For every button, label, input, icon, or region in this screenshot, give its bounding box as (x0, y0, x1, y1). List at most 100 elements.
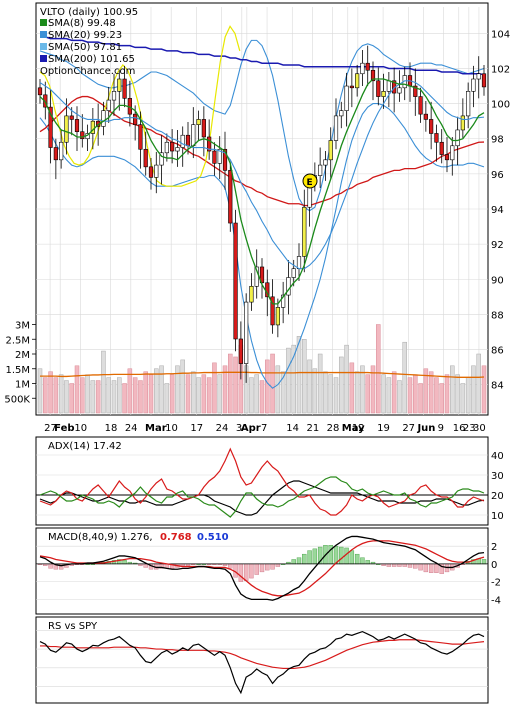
macd-histogram-bar (48, 563, 53, 569)
volume-bar (360, 365, 365, 414)
volume-bar (95, 380, 101, 414)
candle-body (376, 80, 381, 97)
adx-panel-frame (35, 436, 489, 526)
candle-body (217, 148, 222, 164)
price-tick-label: 104 (491, 29, 510, 40)
date-tick-label: 27 (44, 423, 57, 434)
volume-bar (80, 377, 85, 414)
volume-bar (85, 374, 90, 414)
volume-bar (402, 341, 407, 414)
candle-body (74, 119, 80, 133)
volume-bar (265, 359, 270, 414)
volume-bar (376, 324, 381, 414)
volume-bar (74, 365, 80, 414)
volume-bar (154, 368, 159, 414)
candle-body (365, 62, 370, 71)
macd-histogram-bar (254, 563, 259, 575)
adx-grid (36, 454, 488, 516)
volume-bar (291, 344, 296, 414)
macd-tick-label: -4 (491, 595, 501, 606)
volume-bar (317, 353, 323, 414)
date-tick-label: 27 (402, 423, 415, 434)
macd-histogram-bar (354, 553, 360, 565)
adx-tick-label: 30 (491, 471, 504, 482)
sma8-line (39, 78, 485, 305)
volume-tick-label: 1M (15, 380, 30, 391)
date-tick-label: 10 (165, 423, 178, 434)
candle-body (201, 119, 206, 138)
candle-body (175, 147, 180, 152)
volume-bar (259, 380, 265, 414)
date-tick-label: 23 (463, 423, 476, 434)
volume-tick-label: 3M (15, 321, 30, 332)
macd-tick-label: 0 (491, 560, 497, 571)
macd-panel: 2 0 -2 -4 MACD(8,40,9) 1.276, 0.768 0.510 (35, 527, 501, 615)
candle-body (207, 136, 212, 152)
rs-panel-frame (35, 616, 489, 704)
macd-tick-label: 2 (491, 542, 497, 553)
volume-bar (185, 374, 191, 414)
volume-bar (111, 380, 117, 414)
candle-body (476, 73, 481, 80)
volume-bar (53, 377, 59, 414)
volume-bar (349, 362, 355, 414)
volume-tick-label: 2.5M (5, 335, 30, 346)
macd-histogram-bar (291, 559, 296, 565)
adx-series-line (39, 476, 485, 518)
volume-bar (122, 383, 127, 414)
price-tick-label: 92 (491, 240, 504, 251)
candle-body (53, 147, 58, 161)
price-panel: 104 102 100 98 96 94 92 90 88 86 84 3M 2.5M 2M 1.5M 1M… (4, 2, 510, 434)
macd-histogram-bar (270, 563, 275, 570)
volume-bar (222, 365, 228, 414)
volume-bar (106, 377, 111, 414)
price-tick-label: 94 (491, 205, 504, 216)
legend-entry: SMA(8) 99.48 (48, 18, 116, 29)
volume-bar (206, 377, 212, 414)
candle-body (439, 141, 444, 155)
date-tick-label: Jun (416, 423, 435, 434)
candle-body (133, 113, 138, 125)
volume-bar (148, 374, 154, 414)
date-tick-label: 14 (286, 423, 299, 434)
volume-bar (391, 371, 397, 414)
volume-bar (365, 374, 370, 414)
macd-axis-ticks: 2 0 -2 -4 (491, 542, 501, 606)
candle-body (323, 159, 328, 166)
price-title: VLTO (daily) 100.95 (40, 7, 138, 18)
macd-signal-value: 0.768 (160, 532, 192, 543)
volume-bar (312, 368, 318, 414)
adx-title: ADX(14) 17.42 (48, 441, 122, 452)
price-tick-label: 96 (491, 170, 504, 181)
date-tick-label: 3 (236, 423, 242, 434)
adx-panel: 40 30 20 10 ADX(14) 17.42 (35, 436, 504, 526)
legend-entry: SMA(20) 99.23 (48, 30, 122, 41)
candle-body (238, 338, 243, 364)
candle-body (170, 141, 175, 152)
candle-body (212, 150, 217, 164)
volume-bar (175, 365, 180, 414)
volume-bar (101, 350, 106, 414)
candle-body (233, 222, 238, 340)
legend-entry: OptionChance.com (40, 66, 135, 77)
volume-bar (201, 374, 207, 414)
earnings-event-marker: E (302, 173, 318, 189)
macd-histogram-bar (349, 550, 355, 565)
date-tick-label: 7 (261, 423, 267, 434)
candle-body (344, 85, 349, 111)
candle-body (122, 78, 127, 99)
macd-lines (36, 535, 488, 601)
volume-bar (418, 383, 423, 414)
price-lines (37, 25, 487, 389)
macd-histogram-bar (360, 557, 365, 565)
legend-entry: SMA(50) 97.81 (48, 42, 122, 53)
volume-bar (428, 371, 434, 414)
macd-histogram-bar (307, 550, 312, 565)
date-tick-label: Mar (145, 423, 167, 434)
volume-bar (254, 374, 259, 414)
macd-histogram-bar (413, 563, 418, 569)
candle-body (196, 119, 201, 125)
volume-bar (37, 368, 43, 414)
volume-bar (180, 359, 185, 414)
